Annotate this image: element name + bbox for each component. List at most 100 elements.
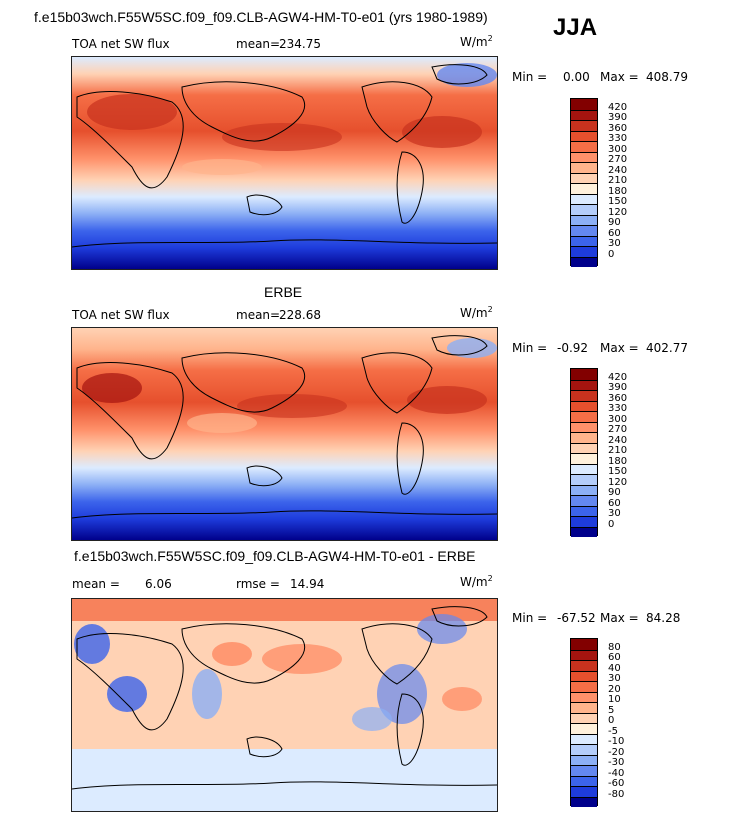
panel1-min-label: Min = <box>512 70 548 84</box>
colorbar-bin <box>571 702 597 713</box>
colorbar-bin <box>571 649 597 660</box>
panel1-map <box>71 56 498 270</box>
colorbar-tick-label: 0 <box>608 248 615 260</box>
colorbar-bin <box>571 141 597 152</box>
colorbar-tick-label: 40 <box>608 662 621 674</box>
colorbar-bin <box>571 256 597 267</box>
colorbar-bin <box>571 99 597 110</box>
panel1-min-value: 0.00 <box>563 70 590 84</box>
colorbar-bin <box>571 484 597 495</box>
colorbar-tick-label: 60 <box>608 652 621 663</box>
colorbar-tick-label: 60 <box>608 497 621 509</box>
panel3-rmse-label: rmse = <box>236 577 280 591</box>
colorbar-tick-label: 30 <box>608 673 621 684</box>
colorbar-bin <box>571 786 597 797</box>
colorbar-bin <box>571 733 597 744</box>
colorbar-bin <box>571 183 597 194</box>
colorbar-tick-label: 30 <box>608 238 621 249</box>
colorbar-bin <box>571 421 597 432</box>
colorbar-bin <box>571 432 597 443</box>
colorbar-bin <box>571 670 597 681</box>
panel3-map <box>71 598 498 812</box>
panel3-min-value: -67.52 <box>557 611 596 625</box>
panel2-mean-value: 228.68 <box>279 308 321 322</box>
colorbar-tick-label: 210 <box>608 445 628 456</box>
colorbar-tick-label: 240 <box>608 434 628 446</box>
colorbar-tick-label: 420 <box>608 371 628 383</box>
colorbar-tick-label: 60 <box>608 227 621 239</box>
panel3-max-label: Max = <box>600 611 639 625</box>
colorbar-bin <box>571 369 597 380</box>
colorbar-tick-label: -40 <box>608 767 625 779</box>
panel1-units: W/m2 <box>460 34 493 49</box>
colorbar-bin <box>571 765 597 776</box>
colorbar-bin <box>571 723 597 734</box>
colorbar-bin <box>571 246 597 257</box>
season-label: JJA <box>553 14 598 41</box>
panel1-max-label: Max = <box>600 70 639 84</box>
colorbar-tick-label: 0 <box>608 715 615 726</box>
panel2-min-value: -0.92 <box>557 341 589 355</box>
colorbar-tick-label: -30 <box>608 757 625 768</box>
colorbar-bin <box>571 442 597 453</box>
panel3-min-label: Min = <box>512 611 548 625</box>
colorbar-tick-label: 300 <box>608 143 628 155</box>
panel2-colorbar <box>570 368 598 537</box>
panel2-field-label: TOA net SW flux <box>72 308 170 322</box>
colorbar-tick-label: 330 <box>608 133 628 144</box>
panel3-rmse-value: 14.94 <box>290 577 325 591</box>
colorbar-bin <box>571 474 597 485</box>
colorbar-tick-label: 180 <box>608 185 628 197</box>
panel3-title: f.e15b03wch.F55W5SC.f09_f09.CLB-AGW4-HM-… <box>74 548 476 564</box>
colorbar-bin <box>571 639 597 650</box>
colorbar-tick-label: 330 <box>608 403 628 414</box>
colorbar-tick-label: 0 <box>608 518 615 530</box>
colorbar-tick-label: 20 <box>608 683 621 695</box>
colorbar-bin <box>571 390 597 401</box>
panel1-field-label: TOA net SW flux <box>72 37 170 51</box>
colorbar-tick-label: 10 <box>608 694 621 705</box>
colorbar-tick-label: 150 <box>608 196 628 207</box>
colorbar-bin <box>571 411 597 422</box>
panel1-max-value: 408.79 <box>646 70 688 84</box>
colorbar-tick-label: -5 <box>608 725 618 737</box>
colorbar-tick-label: 300 <box>608 413 628 425</box>
panel3-units: W/m2 <box>460 574 493 589</box>
panel3-map-svg <box>72 599 497 811</box>
colorbar-bin <box>571 225 597 236</box>
colorbar-tick-label: 150 <box>608 466 628 477</box>
colorbar-bin <box>571 130 597 141</box>
colorbar-bin <box>571 691 597 702</box>
colorbar-tick-label: 390 <box>608 382 628 393</box>
colorbar-bin <box>571 193 597 204</box>
colorbar-bin <box>571 505 597 516</box>
colorbar-tick-label: 390 <box>608 112 628 123</box>
colorbar-bin <box>571 453 597 464</box>
colorbar-tick-label: 420 <box>608 101 628 113</box>
colorbar-tick-label: 90 <box>608 487 621 498</box>
panel2-units: W/m2 <box>460 305 493 320</box>
colorbar-tick-label: 360 <box>608 122 628 134</box>
colorbar-tick-label: 270 <box>608 424 628 435</box>
colorbar-tick-label: 5 <box>608 704 615 716</box>
panel2-max-value: 402.77 <box>646 341 688 355</box>
colorbar-tick-label: 270 <box>608 154 628 165</box>
colorbar-bin <box>571 712 597 723</box>
colorbar-bin <box>571 162 597 173</box>
colorbar-tick-label: -10 <box>608 736 625 747</box>
colorbar-bin <box>571 796 597 807</box>
colorbar-tick-label: 210 <box>608 175 628 186</box>
panel2-max-label: Max = <box>600 341 639 355</box>
colorbar-tick-label: 80 <box>608 641 621 653</box>
panel3-colorbar <box>570 638 598 807</box>
panel2-map-svg <box>72 328 497 540</box>
panel2-title: ERBE <box>264 284 303 300</box>
colorbar-tick-label: 240 <box>608 164 628 176</box>
colorbar-bin <box>571 775 597 786</box>
colorbar-tick-label: -60 <box>608 778 625 789</box>
colorbar-bin <box>571 744 597 755</box>
colorbar-bin <box>571 516 597 527</box>
colorbar-bin <box>571 681 597 692</box>
colorbar-bin <box>571 526 597 537</box>
colorbar-bin <box>571 660 597 671</box>
